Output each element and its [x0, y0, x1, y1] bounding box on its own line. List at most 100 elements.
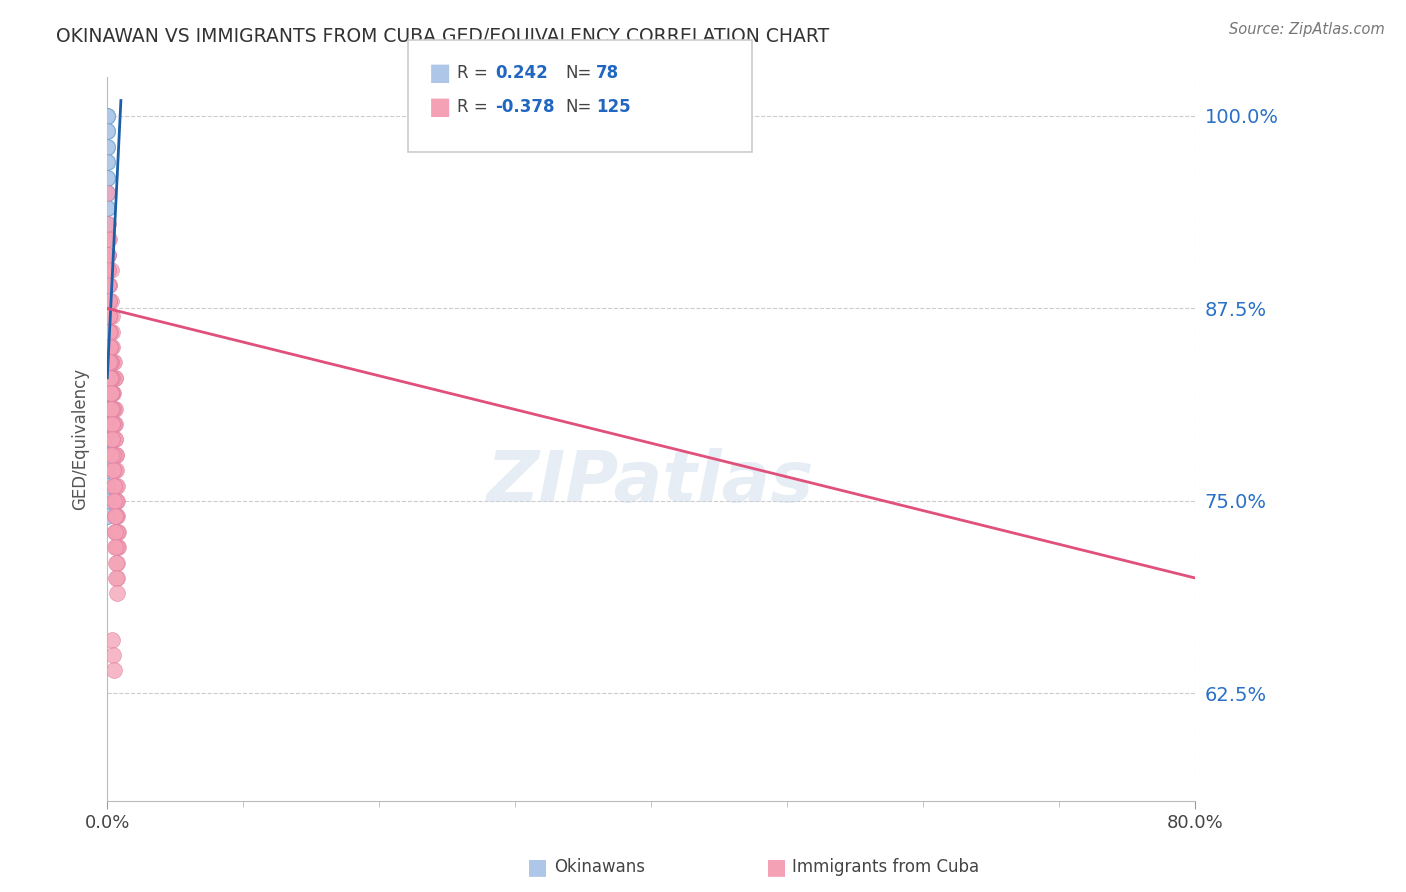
- Point: [100, 370, 122, 384]
- Point: [96, 417, 118, 431]
- Point: [96, 186, 118, 200]
- Point: [96, 155, 118, 169]
- Text: 78: 78: [596, 64, 619, 82]
- Point: [97, 278, 120, 293]
- Point: [100, 340, 122, 354]
- Point: [96, 186, 118, 200]
- Text: Source: ZipAtlas.com: Source: ZipAtlas.com: [1229, 22, 1385, 37]
- Y-axis label: GED/Equivalency: GED/Equivalency: [72, 368, 89, 510]
- Point: [103, 417, 125, 431]
- Point: [96, 278, 118, 293]
- Point: [96, 370, 118, 384]
- Point: [96, 247, 118, 261]
- Point: [103, 355, 125, 369]
- Point: [96, 263, 118, 277]
- Point: [101, 433, 124, 447]
- Point: [104, 417, 127, 431]
- Point: [105, 478, 128, 492]
- Point: [96, 309, 118, 323]
- Point: [98, 325, 121, 339]
- Point: [96, 494, 118, 508]
- Point: [104, 524, 127, 539]
- Point: [96, 340, 118, 354]
- Point: [107, 540, 129, 554]
- Point: [104, 556, 127, 570]
- Point: [96, 140, 118, 154]
- Point: [101, 448, 124, 462]
- Point: [105, 494, 128, 508]
- Point: [96, 109, 118, 123]
- Point: [96, 247, 118, 261]
- Point: [98, 293, 121, 308]
- Point: [101, 632, 124, 647]
- Point: [97, 247, 120, 261]
- Point: [96, 202, 118, 216]
- Point: [105, 524, 128, 539]
- Point: [97, 278, 120, 293]
- Point: [100, 401, 122, 416]
- Point: [105, 509, 128, 524]
- Point: [96, 155, 118, 169]
- Point: [98, 278, 121, 293]
- Point: [100, 370, 122, 384]
- Point: [96, 448, 118, 462]
- Point: [103, 370, 125, 384]
- Point: [105, 509, 128, 524]
- Point: [104, 401, 127, 416]
- Point: [96, 202, 118, 216]
- Point: [96, 370, 118, 384]
- Point: [104, 463, 127, 477]
- Text: ■: ■: [766, 857, 787, 877]
- Point: [107, 524, 129, 539]
- Point: [96, 202, 118, 216]
- Point: [96, 217, 118, 231]
- Point: [96, 478, 118, 492]
- Point: [100, 370, 122, 384]
- Point: [96, 232, 118, 246]
- Text: 125: 125: [596, 98, 631, 116]
- Point: [97, 247, 120, 261]
- Point: [101, 386, 124, 401]
- Point: [100, 386, 122, 401]
- Point: [104, 448, 127, 462]
- Point: [101, 370, 124, 384]
- Point: [103, 478, 125, 492]
- Point: [100, 401, 122, 416]
- Point: [96, 448, 118, 462]
- Text: N=: N=: [565, 64, 592, 82]
- Point: [96, 340, 118, 354]
- Point: [101, 417, 124, 431]
- Point: [96, 433, 118, 447]
- Point: [104, 448, 127, 462]
- Point: [101, 417, 124, 431]
- Point: [100, 355, 122, 369]
- Point: [101, 648, 124, 662]
- Point: [98, 340, 121, 354]
- Point: [104, 478, 127, 492]
- Point: [97, 247, 120, 261]
- Point: [96, 370, 118, 384]
- Point: [96, 124, 118, 138]
- Point: [103, 663, 125, 677]
- Point: [96, 309, 118, 323]
- Point: [101, 417, 124, 431]
- Point: [96, 124, 118, 138]
- Point: [97, 309, 120, 323]
- Point: [105, 463, 128, 477]
- Point: [103, 463, 125, 477]
- Point: [96, 325, 118, 339]
- Point: [104, 540, 127, 554]
- Point: [98, 340, 121, 354]
- Point: [96, 340, 118, 354]
- Point: [96, 170, 118, 185]
- Text: N=: N=: [565, 98, 592, 116]
- Text: 0.242: 0.242: [495, 64, 548, 82]
- Point: [101, 325, 124, 339]
- Point: [96, 340, 118, 354]
- Point: [101, 386, 124, 401]
- Point: [97, 293, 120, 308]
- Point: [103, 463, 125, 477]
- Point: [101, 355, 124, 369]
- Text: -0.378: -0.378: [495, 98, 554, 116]
- Point: [96, 109, 118, 123]
